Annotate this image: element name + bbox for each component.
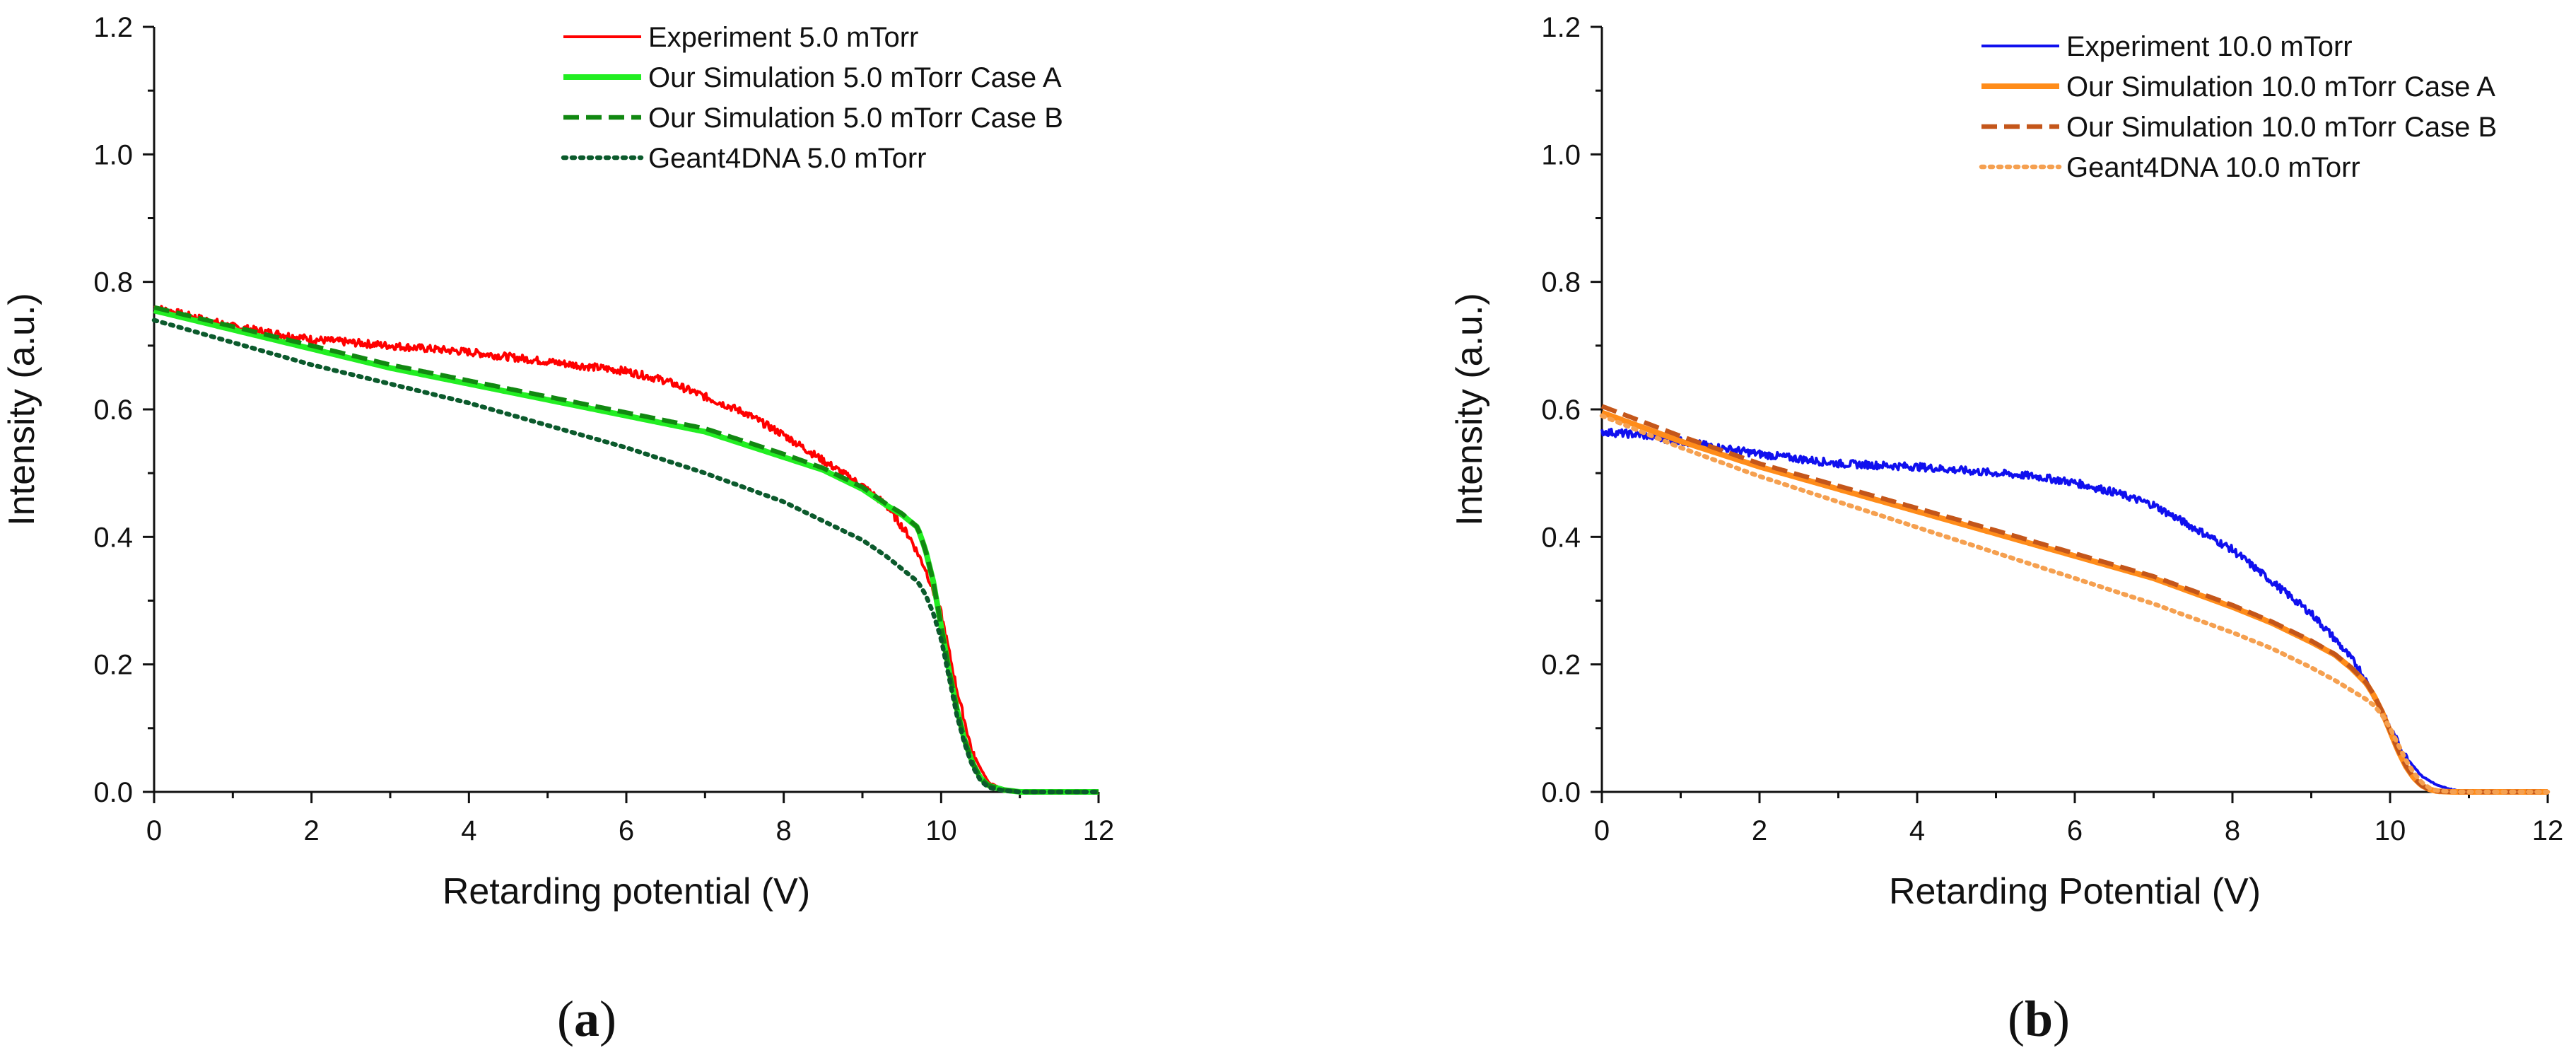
legend-label-4: Geant4DNA 10.0 mTorr (2066, 152, 2360, 183)
legend: Experiment 10.0 mTorr Our Simulation 10.0… (1979, 31, 2497, 183)
y-tick-label: 0.4 (1541, 522, 1581, 553)
y-tick-label: 0.2 (1541, 650, 1581, 681)
y-tick-label: 0.6 (1541, 395, 1581, 426)
x-axis-title: Retarding Potential (V) (1889, 871, 2261, 912)
legend-label-4: Geant4DNA 5.0 mTorr (648, 143, 927, 174)
x-tick-label: 12 (2532, 815, 2564, 846)
chart-panel-b: 0 2 4 6 8 10 12 0.0 0.2 0.4 0.6 0.8 1.0 1.2 Retarding … (1449, 12, 2563, 912)
legend-label-2: Our Simulation 10.0 mTorr Case A (2066, 71, 2495, 103)
y-tick-label: 0.0 (93, 777, 133, 808)
x-tick-label: 0 (146, 815, 162, 846)
series-line-1 (1600, 427, 2548, 793)
y-tick-label: 1.0 (93, 139, 133, 170)
x-tick-label: 2 (304, 815, 320, 846)
y-axis-title: Intensity (a.u.) (1449, 293, 1490, 525)
y-tick-label: 0.8 (93, 267, 133, 298)
y-tick-label: 0.4 (93, 522, 133, 553)
legend-label-2: Our Simulation 5.0 mTorr Case A (648, 62, 1062, 93)
series-line-4 (151, 317, 1101, 795)
y-axis-title: Intensity (a.u.) (1, 293, 42, 525)
y-tick-label: 0.2 (93, 650, 133, 681)
panel-label-a: (a) (557, 991, 616, 1047)
legend: Experiment 5.0 mTorr Our Simulation 5.0 m… (561, 22, 1063, 174)
chart-panel-a: 0 2 4 6 8 10 12 0.0 0.2 0.4 0.6 0.8 1.0 1.2 Retarding … (1, 12, 1114, 912)
x-tick-label: 12 (1083, 815, 1115, 846)
y-tick-label: 1.0 (1541, 139, 1581, 170)
x-tick-label: 10 (925, 815, 957, 846)
x-tick-label: 4 (461, 815, 476, 846)
x-tick-label: 0 (1594, 815, 1610, 846)
x-tick-label: 8 (2225, 815, 2240, 846)
legend-label-3: Our Simulation 10.0 mTorr Case B (2066, 112, 2497, 143)
y-tick-label: 0.0 (1541, 777, 1581, 808)
panel-label-b: (b) (2008, 991, 2071, 1047)
y-tick-label: 0.6 (93, 395, 133, 426)
legend-label-1: Experiment 10.0 mTorr (2066, 31, 2353, 62)
panel-letter-a: a (573, 991, 599, 1047)
y-tick-label: 1.2 (93, 12, 133, 43)
panel-letter-b: b (2024, 991, 2054, 1047)
x-axis-title: Retarding potential (V) (443, 871, 810, 912)
x-tick-label: 6 (619, 815, 634, 846)
x-tick-label: 10 (2375, 815, 2406, 846)
legend-label-3: Our Simulation 5.0 mTorr Case B (648, 103, 1063, 134)
series-line-4 (1599, 413, 2551, 795)
legend-label-1: Experiment 5.0 mTorr (648, 22, 918, 53)
series-line-3 (153, 305, 1099, 795)
series-line-2 (153, 308, 1099, 795)
x-tick-label: 8 (776, 815, 792, 846)
x-tick-label: 6 (2067, 815, 2083, 846)
y-tick-label: 0.8 (1541, 267, 1581, 298)
x-tick-label: 2 (1752, 815, 1767, 846)
x-tick-label: 4 (1909, 815, 1925, 846)
y-tick-label: 1.2 (1541, 12, 1581, 43)
